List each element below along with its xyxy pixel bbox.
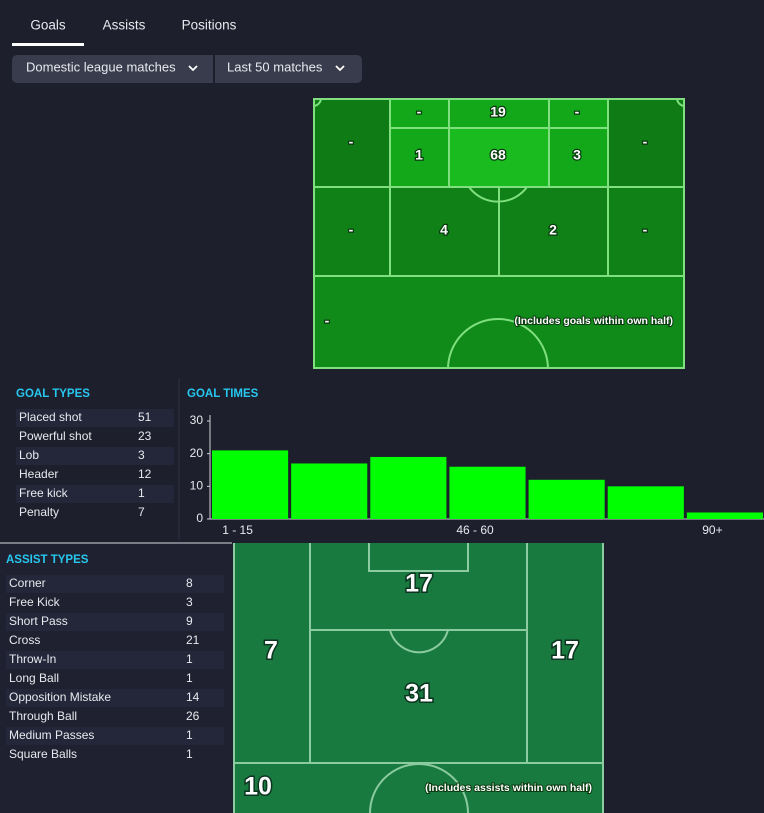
row-value: 8 (186, 576, 193, 590)
row-bg (6, 689, 224, 707)
tab[interactable]: Positions (182, 18, 237, 33)
y-tick-label: 10 (190, 479, 204, 493)
row-bg (6, 613, 224, 631)
row-label: Opposition Mistake (9, 690, 111, 704)
x-tick-label: 90+ (702, 523, 722, 537)
row-bg (16, 485, 174, 503)
row-value: 12 (138, 467, 152, 481)
goal-zone-value: - (575, 104, 580, 120)
row-label: Medium Passes (9, 728, 94, 742)
row-label: Free kick (19, 486, 69, 500)
filter-bar (12, 55, 362, 83)
row-label: Placed shot (19, 410, 82, 424)
row-label: Cross (9, 633, 40, 647)
row-value: 51 (138, 410, 152, 424)
goal-pitch (312, 97, 686, 370)
chart-title: GOAL TIMES (187, 388, 259, 400)
row-value: 26 (186, 709, 200, 723)
assist-zone-value: 10 (244, 773, 272, 801)
goal-zone-value: 2 (549, 222, 557, 238)
bar (370, 456, 447, 519)
row-value: 21 (186, 633, 200, 647)
pitch-note: (Includes assists within own half) (425, 782, 592, 794)
assist-zone-value: 17 (551, 637, 579, 665)
goal-zone-value: 4 (440, 222, 448, 238)
assist-pitch (233, 543, 604, 813)
filter-dropdown[interactable]: Domestic league matches (26, 59, 176, 74)
goal-zone-value: - (349, 134, 354, 150)
goal-zone-value: - (643, 222, 648, 238)
row-bg (16, 409, 174, 427)
bar (607, 486, 684, 519)
goal-zone-value: 68 (490, 147, 506, 163)
row-label: Throw-In (9, 652, 56, 666)
row-value: 1 (186, 652, 193, 666)
tab[interactable]: Goals (30, 18, 66, 33)
goal-zone-value: 3 (573, 147, 581, 163)
row-bg (6, 651, 224, 669)
row-label: Free Kick (9, 595, 61, 609)
filter-dropdown[interactable]: Last 50 matches (227, 59, 323, 74)
section-title: ASSIST TYPES (6, 554, 89, 566)
row-label: Through Ball (9, 709, 77, 723)
goal-zone-value: - (349, 222, 354, 238)
row-label: Square Balls (9, 747, 77, 761)
goal-zone-value: - (417, 104, 422, 120)
row-value: 7 (138, 505, 145, 519)
y-tick-label: 30 (190, 413, 204, 427)
row-value: 1 (186, 728, 193, 742)
row-label: Powerful shot (19, 429, 92, 443)
goal-zone-value: 19 (490, 104, 506, 120)
row-bg (6, 727, 224, 745)
row-label: Lob (19, 448, 39, 462)
pitch-note: (Includes goals within own half) (514, 315, 673, 327)
assist-zone-value: 31 (405, 680, 433, 708)
row-value: 23 (138, 429, 152, 443)
row-value: 9 (186, 614, 193, 628)
row-value: 1 (186, 671, 193, 685)
row-value: 1 (138, 486, 145, 500)
tab[interactable]: Assists (103, 18, 146, 33)
bar (528, 479, 605, 519)
section-title: GOAL TYPES (16, 388, 90, 400)
goal-zone-value: - (643, 134, 648, 150)
assist-zone-value: 7 (264, 637, 278, 665)
row-label: Corner (9, 576, 46, 590)
row-label: Penalty (19, 505, 59, 519)
row-value: 1 (186, 747, 193, 761)
row-value: 3 (186, 595, 193, 609)
y-tick-label: 20 (190, 446, 204, 460)
bar (291, 463, 368, 519)
row-label: Header (19, 467, 58, 481)
row-label: Long Ball (9, 671, 59, 685)
active-tab-underline (12, 43, 84, 46)
bar (686, 512, 763, 519)
dropdown-chevrons (188, 65, 345, 72)
goal-zone-value: - (325, 313, 330, 329)
row-label: Short Pass (9, 614, 68, 628)
goal-zone-value: 1 (415, 147, 423, 163)
x-tick-label: 46 - 60 (456, 523, 494, 537)
y-tick-label: 0 (196, 511, 203, 525)
assist-zone-value: 17 (405, 570, 433, 598)
row-bg (16, 447, 174, 465)
row-value: 3 (138, 448, 145, 462)
bar (212, 450, 289, 519)
row-value: 14 (186, 690, 200, 704)
bar (449, 466, 526, 519)
x-tick-label: 1 - 15 (222, 523, 253, 537)
row-bg (6, 575, 224, 593)
